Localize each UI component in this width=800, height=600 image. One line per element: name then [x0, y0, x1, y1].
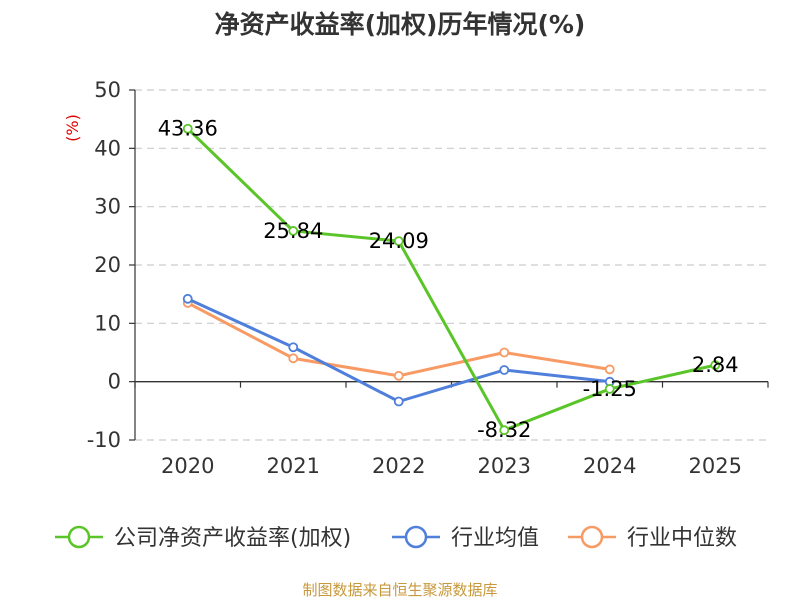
axes: -10 0 10 20 30 40 50 2020 2021 2022 2023 2024 2025 [87, 78, 769, 478]
x-tick-label: 2021 [267, 454, 320, 478]
legend-marker-2 [580, 525, 604, 549]
data-point [393, 236, 404, 247]
y-tick-label: 0 [108, 370, 121, 394]
data-point [288, 226, 299, 236]
data-point [288, 353, 299, 364]
x-tick-label: 2020 [161, 454, 214, 478]
series-line-1 [187, 297, 610, 403]
data-point [393, 396, 404, 407]
data-label: 43.36 [158, 117, 218, 141]
x-tick-label: 2025 [689, 454, 742, 478]
data-point [710, 360, 721, 371]
data-point [604, 364, 615, 375]
legend-marker-0 [67, 525, 91, 549]
series-line-2 [187, 301, 610, 378]
data-point [499, 365, 510, 375]
y-tick-label: 50 [94, 78, 121, 102]
x-tick-label: 2022 [372, 454, 425, 478]
data-label: 25.84 [263, 219, 323, 243]
grid-lines [135, 89, 768, 441]
data-point [182, 123, 193, 134]
x-tick-label: 2024 [583, 454, 636, 478]
y-tick-label: -10 [87, 428, 121, 452]
data-point [288, 342, 299, 353]
legend-label-2: 行业中位数 [627, 526, 737, 551]
data-point [604, 384, 615, 394]
data-label: 2.84 [692, 353, 739, 377]
data-label: 24.09 [369, 229, 429, 253]
data-point [393, 370, 404, 381]
data-label: -1.25 [583, 377, 637, 401]
legend: 公司净资产收益率(加权) 行业均值 行业中位数 [55, 525, 737, 551]
y-tick-label: 30 [94, 195, 121, 219]
y-axis-unit-label: (%) [63, 114, 82, 142]
series-lines [182, 123, 721, 436]
legend-label-0: 公司净资产收益率(加权) [114, 526, 351, 551]
legend-marker-1 [404, 525, 428, 549]
data-point [499, 347, 510, 358]
chart-title: 净资产收益率(加权)历年情况(%) [215, 10, 586, 39]
data-point [499, 425, 510, 436]
data-point [182, 293, 193, 304]
y-tick-label: 40 [94, 136, 121, 160]
source-note: 制图数据来自恒生聚源数据库 [302, 581, 497, 599]
data-labels: 43.36 25.84 24.09 -8.32 -1.25 2.84 [158, 117, 739, 442]
legend-label-1: 行业均值 [451, 526, 539, 551]
series-line-0 [186, 127, 716, 432]
x-tick-label: 2023 [478, 454, 531, 478]
y-tick-label: 20 [94, 253, 121, 277]
data-label: -8.32 [477, 418, 531, 442]
y-tick-label: 10 [94, 311, 121, 335]
